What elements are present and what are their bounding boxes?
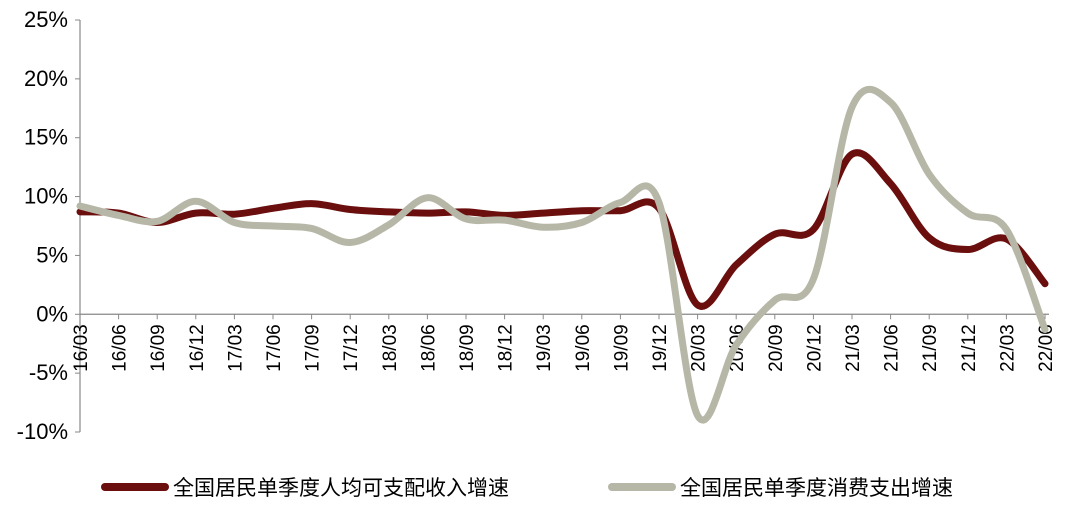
series-line-consumption [76,85,1049,424]
x-tick-label: 18/03 [380,324,401,372]
y-tick-label: -5% [29,360,68,385]
x-tick-label: 17/12 [341,324,362,372]
x-tick-label: 17/06 [264,324,285,372]
x-tick-label: 17/09 [303,324,324,372]
x-tick-label: 18/06 [418,324,439,372]
x-tick-label: 21/06 [882,324,903,372]
x-tick-label: 16/06 [110,324,131,372]
x-tick-label: 18/12 [496,324,517,372]
x-tick-label: 17/03 [225,324,246,372]
y-tick-label: 15% [24,125,68,150]
x-tick-label: 19/12 [650,324,671,372]
y-tick-label: -10% [17,419,68,444]
y-tick-label: 20% [24,66,68,91]
x-tick-label: 21/09 [920,324,941,372]
y-tick-label: 10% [24,184,68,209]
x-tick-label: 16/03 [71,324,92,372]
y-tick-label: 5% [36,242,68,267]
x-tick-label: 16/09 [148,324,169,372]
x-tick-label: 19/09 [611,324,632,372]
x-tick-label: 20/03 [689,324,710,372]
x-tick-label: 20/12 [804,324,825,372]
x-tick-label: 22/03 [997,324,1018,372]
x-tick-label: 18/09 [457,324,478,372]
x-tick-label: 16/12 [187,324,208,372]
x-tick-label: 20/09 [766,324,787,372]
y-tick-label: 0% [36,301,68,326]
legend-label: 全国居民单季度人均可支配收入增速 [173,476,509,500]
series-line-income [76,149,1049,310]
x-tick-label: 21/12 [959,324,980,372]
legend-label: 全国居民单季度消费支出增速 [680,476,953,500]
x-tick-label: 19/06 [573,324,594,372]
x-tick-label: 21/03 [843,324,864,372]
y-tick-label: 25% [24,7,68,32]
x-tick-label: 19/03 [534,324,555,372]
x-tick-label: 22/06 [1036,324,1057,372]
